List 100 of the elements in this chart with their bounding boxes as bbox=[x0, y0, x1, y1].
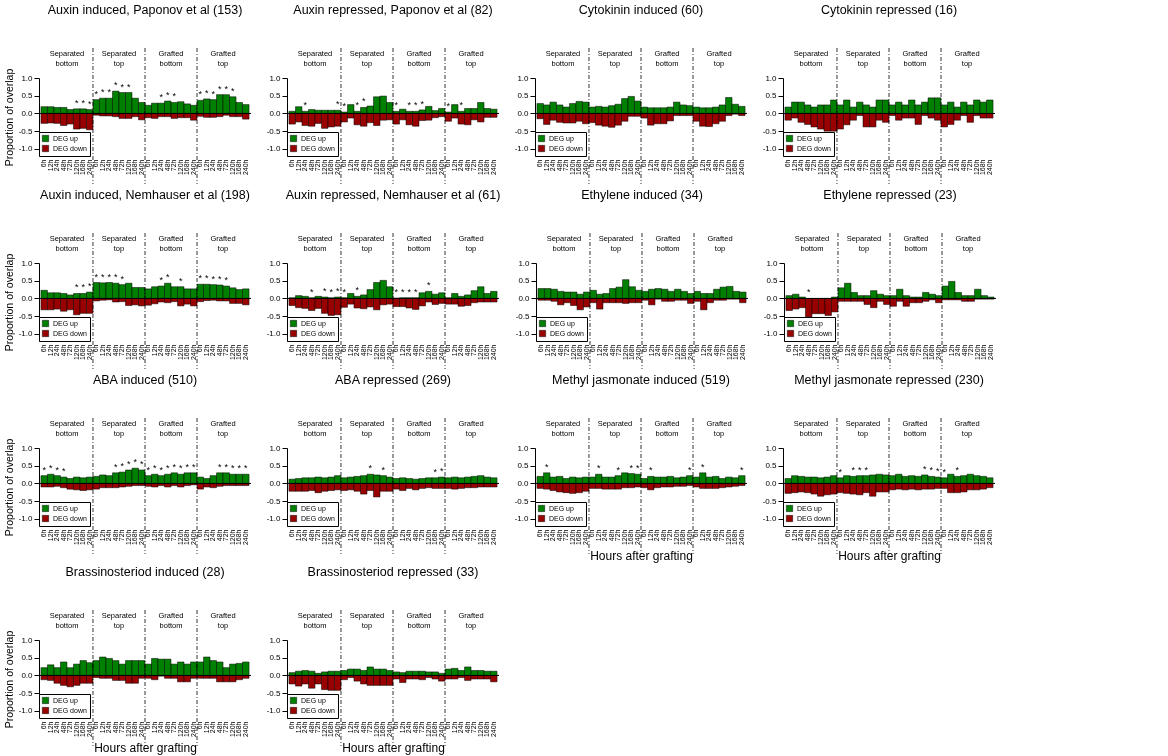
data-label: * bbox=[224, 461, 229, 472]
data-label: * bbox=[224, 83, 229, 94]
data-label: * bbox=[806, 287, 811, 298]
chart-title: Auxin induced, Nemhauser et al (198) bbox=[40, 188, 250, 203]
data-label: * bbox=[368, 463, 373, 474]
y-tick-label: 1.0 bbox=[21, 73, 34, 83]
data-label: * bbox=[94, 271, 99, 282]
data-label: * bbox=[87, 98, 92, 109]
y-tick-label: 0.5 bbox=[21, 91, 34, 101]
data-label: * bbox=[94, 88, 99, 99]
data-label: * bbox=[81, 97, 86, 108]
y-axis-title: Proportion of overlap bbox=[2, 253, 15, 352]
y-tick-label: -0.5 bbox=[515, 311, 531, 321]
data-label: * bbox=[459, 100, 464, 111]
data-label: * bbox=[205, 87, 210, 98]
data-label: * bbox=[244, 463, 249, 474]
y-tick-label: 0.0 bbox=[269, 478, 282, 488]
data-label: * bbox=[427, 280, 432, 291]
data-label: * bbox=[218, 461, 223, 472]
data-label: * bbox=[218, 273, 223, 284]
y-tick-label: 1.0 bbox=[518, 258, 531, 268]
data-label: * bbox=[342, 101, 347, 112]
y-tick-label: -1.0 bbox=[266, 329, 282, 339]
y-tick-label: 0.5 bbox=[269, 91, 282, 101]
chart-title: ABA induced (510) bbox=[92, 373, 198, 388]
data-label: * bbox=[74, 282, 79, 293]
y-tick-label: -1.0 bbox=[515, 329, 531, 339]
y-tick-label: -0.5 bbox=[762, 126, 778, 136]
y-tick-label: 1.0 bbox=[269, 73, 282, 83]
y-tick-label: -0.5 bbox=[763, 311, 779, 321]
y-tick-label: 0.0 bbox=[21, 478, 34, 488]
y-tick-label: 0.5 bbox=[21, 653, 34, 663]
chart-title: Cytokinin repressed (16) bbox=[820, 3, 958, 18]
data-label: * bbox=[616, 464, 621, 475]
data-label: * bbox=[838, 466, 843, 477]
data-label: * bbox=[172, 461, 177, 472]
data-label: * bbox=[179, 463, 184, 474]
data-label: * bbox=[126, 458, 131, 469]
y-tick-label: 1.0 bbox=[269, 635, 282, 645]
data-label: * bbox=[198, 273, 203, 284]
data-label: * bbox=[113, 461, 118, 472]
y-axis-title: Proportion of overlap bbox=[2, 68, 15, 167]
data-label: * bbox=[179, 275, 184, 286]
x-axis-title: Hours after grafting bbox=[590, 549, 693, 564]
y-tick-label: -1.0 bbox=[266, 706, 282, 716]
y-tick-label: -1.0 bbox=[514, 144, 530, 154]
y-tick-label: -0.5 bbox=[18, 688, 34, 698]
y-tick-label: -1.0 bbox=[266, 144, 282, 154]
data-label: * bbox=[42, 464, 47, 475]
y-axis-title: Proportion of overlap bbox=[2, 630, 15, 729]
y-tick-label: 0.5 bbox=[269, 276, 282, 286]
data-label: * bbox=[329, 286, 334, 297]
data-label: * bbox=[218, 83, 223, 94]
data-label: * bbox=[198, 89, 203, 100]
x-axis-title: Hours after grafting bbox=[94, 741, 197, 756]
y-tick-label: 0.0 bbox=[517, 478, 530, 488]
y-tick-label: -1.0 bbox=[18, 329, 34, 339]
data-label: * bbox=[322, 286, 327, 297]
data-label: * bbox=[231, 85, 236, 96]
y-tick-label: 1.0 bbox=[517, 443, 530, 453]
data-label: * bbox=[61, 466, 66, 477]
y-tick-label: 0.0 bbox=[765, 478, 778, 488]
data-label: * bbox=[146, 464, 151, 475]
data-label: * bbox=[100, 271, 105, 282]
y-tick-label: 0.5 bbox=[765, 91, 778, 101]
y-tick-label: 1.0 bbox=[21, 443, 34, 453]
chart-title: Methyl jasmonate repressed (230) bbox=[794, 373, 984, 388]
y-tick-label: -1.0 bbox=[18, 514, 34, 524]
y-tick-label: -1.0 bbox=[763, 329, 779, 339]
chart-title: Brassinosteriod repressed (33) bbox=[307, 565, 479, 580]
data-label: * bbox=[851, 465, 856, 476]
x-axis-title: Hours after grafting bbox=[342, 741, 445, 756]
data-label: * bbox=[113, 80, 118, 91]
data-label: * bbox=[211, 273, 216, 284]
data-label: * bbox=[126, 81, 131, 92]
y-tick-label: 0.0 bbox=[766, 293, 779, 303]
data-label: * bbox=[596, 463, 601, 474]
y-tick-label: 0.0 bbox=[21, 670, 34, 680]
y-tick-label: -0.5 bbox=[762, 496, 778, 506]
data-label: * bbox=[48, 463, 53, 474]
data-label: * bbox=[185, 461, 190, 472]
y-tick-label: -1.0 bbox=[18, 706, 34, 716]
y-tick-label: 0.5 bbox=[269, 653, 282, 663]
y-tick-label: -0.5 bbox=[514, 496, 530, 506]
chart-title: Methyl jasmonate induced (519) bbox=[552, 373, 730, 388]
data-label: * bbox=[688, 464, 693, 475]
y-tick-label: -1.0 bbox=[18, 144, 34, 154]
data-label: * bbox=[929, 465, 934, 476]
data-label: * bbox=[159, 464, 164, 475]
data-label: * bbox=[629, 462, 634, 473]
chart-title: Ethylene repressed (23) bbox=[823, 188, 957, 203]
data-label: * bbox=[113, 272, 118, 283]
data-label: * bbox=[923, 463, 928, 474]
data-label: * bbox=[440, 466, 445, 477]
data-label: * bbox=[361, 96, 366, 107]
y-tick-label: 0.5 bbox=[765, 461, 778, 471]
data-label: * bbox=[107, 271, 112, 282]
chart-title: Auxin induced, Paponov et al (153) bbox=[47, 3, 243, 18]
data-label: * bbox=[153, 463, 157, 474]
data-label: * bbox=[740, 464, 745, 475]
